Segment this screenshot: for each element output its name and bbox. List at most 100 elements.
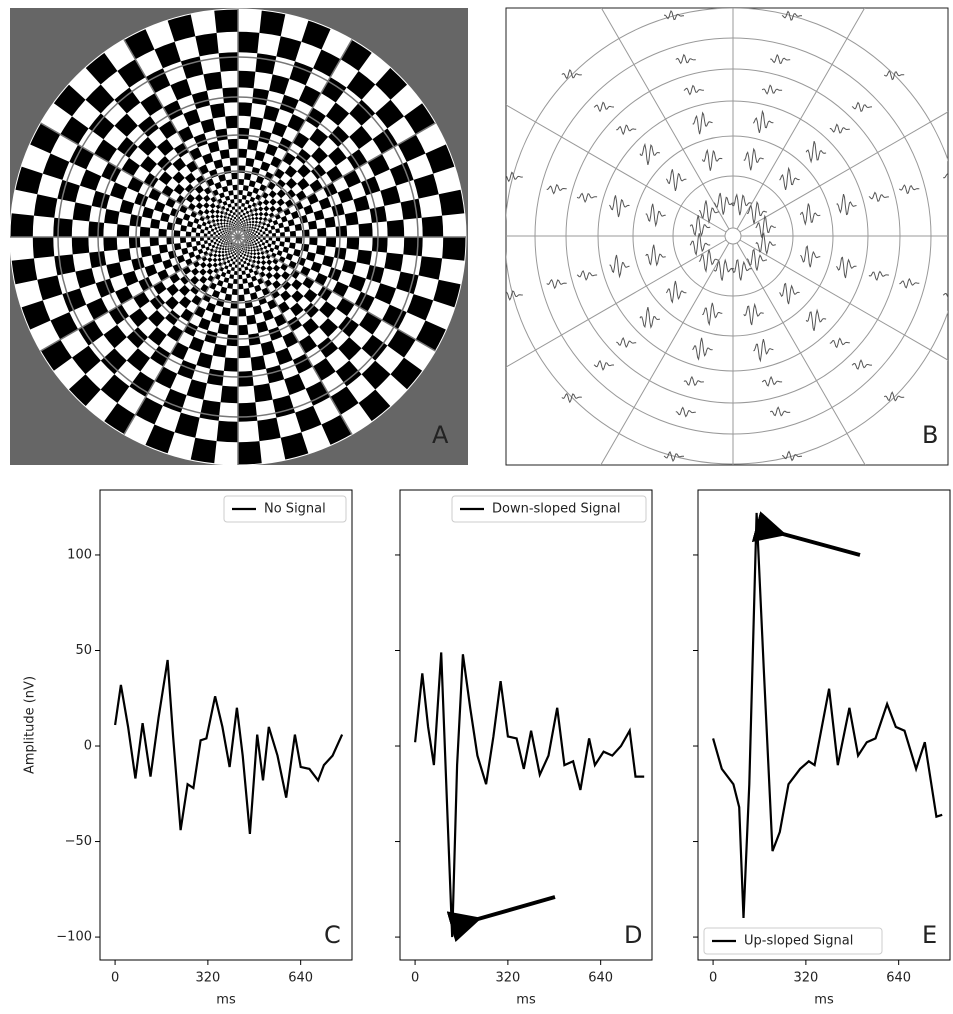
check-cell (259, 10, 285, 36)
x-axis-label: ms (216, 993, 236, 1008)
check-cell (401, 199, 422, 220)
check-cell (238, 149, 247, 158)
check-cell (284, 226, 290, 232)
check-cell (224, 358, 238, 372)
check-cell (347, 237, 360, 250)
check-cell (240, 251, 242, 253)
check-cell (240, 255, 242, 257)
figure: A B 0320640−100−50050100msAmplitude (nV)… (0, 0, 953, 1010)
check-cell (229, 316, 238, 325)
check-cell (231, 267, 235, 271)
check-cell (213, 232, 216, 235)
check-cell (53, 218, 72, 237)
check-cell (158, 229, 166, 237)
check-cell (150, 237, 159, 246)
check-cell (219, 52, 238, 71)
check-cell (227, 335, 238, 347)
check-cell (239, 229, 240, 230)
check-cell (285, 237, 291, 243)
check-cell (238, 295, 245, 302)
check-cell (324, 217, 335, 228)
check-cell (228, 139, 238, 149)
check-cell (372, 237, 388, 253)
y-tick-label: −100 (56, 930, 92, 945)
check-cell (233, 212, 236, 215)
check-cell (213, 344, 227, 358)
check-cell (290, 231, 296, 237)
y-axis-label: Amplitude (nV) (23, 676, 38, 774)
check-cell (10, 213, 34, 237)
check-cell (232, 289, 238, 295)
check-cell (217, 421, 238, 443)
plot-frame (698, 490, 950, 960)
check-cell (249, 117, 263, 131)
check-cell (140, 246, 151, 257)
check-cell (223, 238, 225, 240)
check-cell (235, 221, 237, 223)
check-cell (236, 226, 237, 227)
x-tick-label: 640 (886, 971, 911, 986)
check-cell (11, 258, 37, 284)
check-cell (118, 248, 132, 262)
panel-label: C (324, 921, 341, 949)
check-cell (88, 221, 104, 237)
check-cell (207, 231, 211, 235)
check-cell (230, 157, 238, 165)
check-cell (238, 402, 257, 421)
x-axis-label: ms (814, 993, 834, 1008)
panel-label: A (432, 421, 449, 449)
check-cell (117, 224, 130, 237)
check-cell (218, 323, 229, 334)
check-cell (241, 203, 245, 207)
check-cell (309, 237, 317, 245)
check-cell (222, 307, 231, 316)
check-cell (317, 228, 326, 237)
check-cell (246, 158, 255, 167)
check-cell (233, 185, 239, 191)
check-cell (336, 226, 348, 237)
check-cell (326, 237, 336, 247)
check-cell (251, 234, 253, 236)
check-cell (238, 32, 259, 54)
check-cell (54, 254, 75, 275)
check-cell (225, 116, 238, 129)
check-cell (174, 230, 181, 237)
check-cell (227, 235, 228, 236)
check-cell (238, 371, 254, 387)
check-cell (248, 238, 249, 239)
check-cell (238, 308, 246, 316)
check-cell (180, 237, 186, 243)
check-cell (308, 221, 317, 230)
check-cell (218, 233, 220, 235)
check-cell (227, 283, 233, 289)
check-cell (186, 242, 192, 248)
check-cell (255, 53, 276, 74)
panel-label: D (624, 921, 642, 949)
check-cell (238, 325, 248, 335)
check-cell (103, 237, 117, 251)
y-tick-label: −50 (65, 834, 92, 849)
check-cell (221, 386, 238, 403)
x-axis-label: ms (516, 993, 536, 1008)
x-tick-label: 320 (495, 971, 520, 986)
checkerboard-panel (10, 8, 468, 465)
check-cell (252, 239, 254, 241)
signal-line (713, 513, 942, 918)
x-tick-label: 640 (588, 971, 613, 986)
check-cell (422, 216, 444, 237)
check-cell (140, 227, 150, 237)
check-cell (222, 87, 238, 103)
signal-line (115, 660, 342, 834)
check-cell (241, 264, 245, 268)
signal-line (415, 652, 644, 937)
check-cell (231, 173, 238, 180)
check-cell (200, 400, 221, 421)
check-cell (256, 239, 258, 241)
y-tick-label: 50 (75, 643, 92, 658)
check-cell (232, 206, 236, 210)
check-cell (238, 102, 252, 116)
check-cell (345, 212, 359, 226)
check-cell (243, 185, 249, 191)
legend-label: Down-sloped Signal (492, 502, 620, 517)
legend-label: Up-sloped Signal (744, 934, 853, 949)
